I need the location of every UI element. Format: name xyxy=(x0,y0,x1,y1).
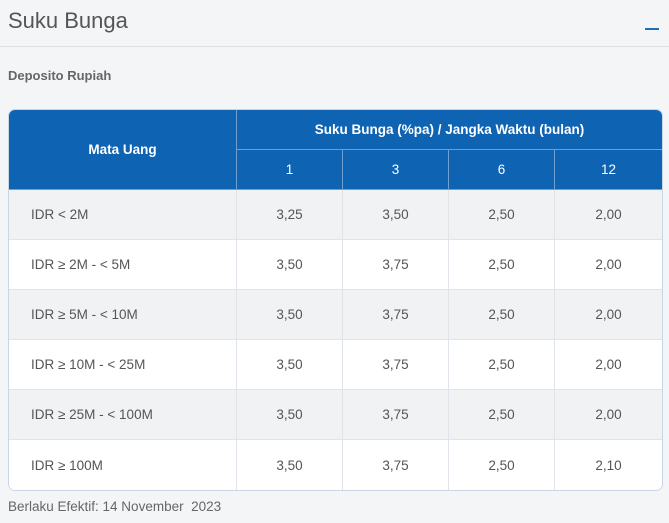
page-title: Suku Bunga xyxy=(8,8,128,33)
effective-date-note: Berlaku Efektif: 14 November 2023 xyxy=(8,499,222,514)
section-header: Suku Bunga xyxy=(0,0,669,47)
row-label: IDR < 2M xyxy=(9,190,237,240)
column-header-term: 12 xyxy=(555,150,662,190)
rate-cell: 3,50 xyxy=(237,390,343,440)
rate-cell: 3,75 xyxy=(343,390,449,440)
row-label: IDR ≥ 2M - < 5M xyxy=(9,240,237,290)
rate-cell: 2,00 xyxy=(555,290,662,340)
row-label: IDR ≥ 25M - < 100M xyxy=(9,390,237,440)
column-header-group: Suku Bunga (%pa) / Jangka Waktu (bulan) xyxy=(237,110,662,150)
column-header-currency: Mata Uang xyxy=(9,110,237,190)
table-grid: Mata Uang Suku Bunga (%pa) / Jangka Wakt… xyxy=(9,110,662,490)
rate-cell: 2,50 xyxy=(449,290,555,340)
rate-cell: 3,50 xyxy=(237,440,343,490)
rate-cell: 3,75 xyxy=(343,240,449,290)
rate-cell: 3,75 xyxy=(343,440,449,490)
rate-cell: 2,00 xyxy=(555,340,662,390)
rate-cell: 3,50 xyxy=(237,340,343,390)
rate-cell: 3,25 xyxy=(237,190,343,240)
rate-cell: 2,50 xyxy=(449,340,555,390)
column-header-term: 6 xyxy=(449,150,555,190)
row-label: IDR ≥ 100M xyxy=(9,440,237,490)
row-label: IDR ≥ 5M - < 10M xyxy=(9,290,237,340)
rate-cell: 3,75 xyxy=(343,340,449,390)
column-header-term: 1 xyxy=(237,150,343,190)
rate-cell: 2,10 xyxy=(555,440,662,490)
rate-cell: 2,50 xyxy=(449,390,555,440)
rate-cell: 2,00 xyxy=(555,190,662,240)
rate-cell: 3,50 xyxy=(343,190,449,240)
rate-cell: 2,50 xyxy=(449,190,555,240)
column-header-term: 3 xyxy=(343,150,449,190)
interest-rate-table: Mata Uang Suku Bunga (%pa) / Jangka Wakt… xyxy=(8,109,663,491)
section-subtitle: Deposito Rupiah xyxy=(8,68,112,83)
rate-cell: 2,00 xyxy=(555,240,662,290)
rate-cell: 2,00 xyxy=(555,390,662,440)
rate-cell: 2,50 xyxy=(449,240,555,290)
row-label: IDR ≥ 10M - < 25M xyxy=(9,340,237,390)
rate-cell: 3,50 xyxy=(237,290,343,340)
rate-cell: 3,75 xyxy=(343,290,449,340)
minus-icon[interactable] xyxy=(645,28,659,30)
rate-cell: 3,50 xyxy=(237,240,343,290)
rate-cell: 2,50 xyxy=(449,440,555,490)
